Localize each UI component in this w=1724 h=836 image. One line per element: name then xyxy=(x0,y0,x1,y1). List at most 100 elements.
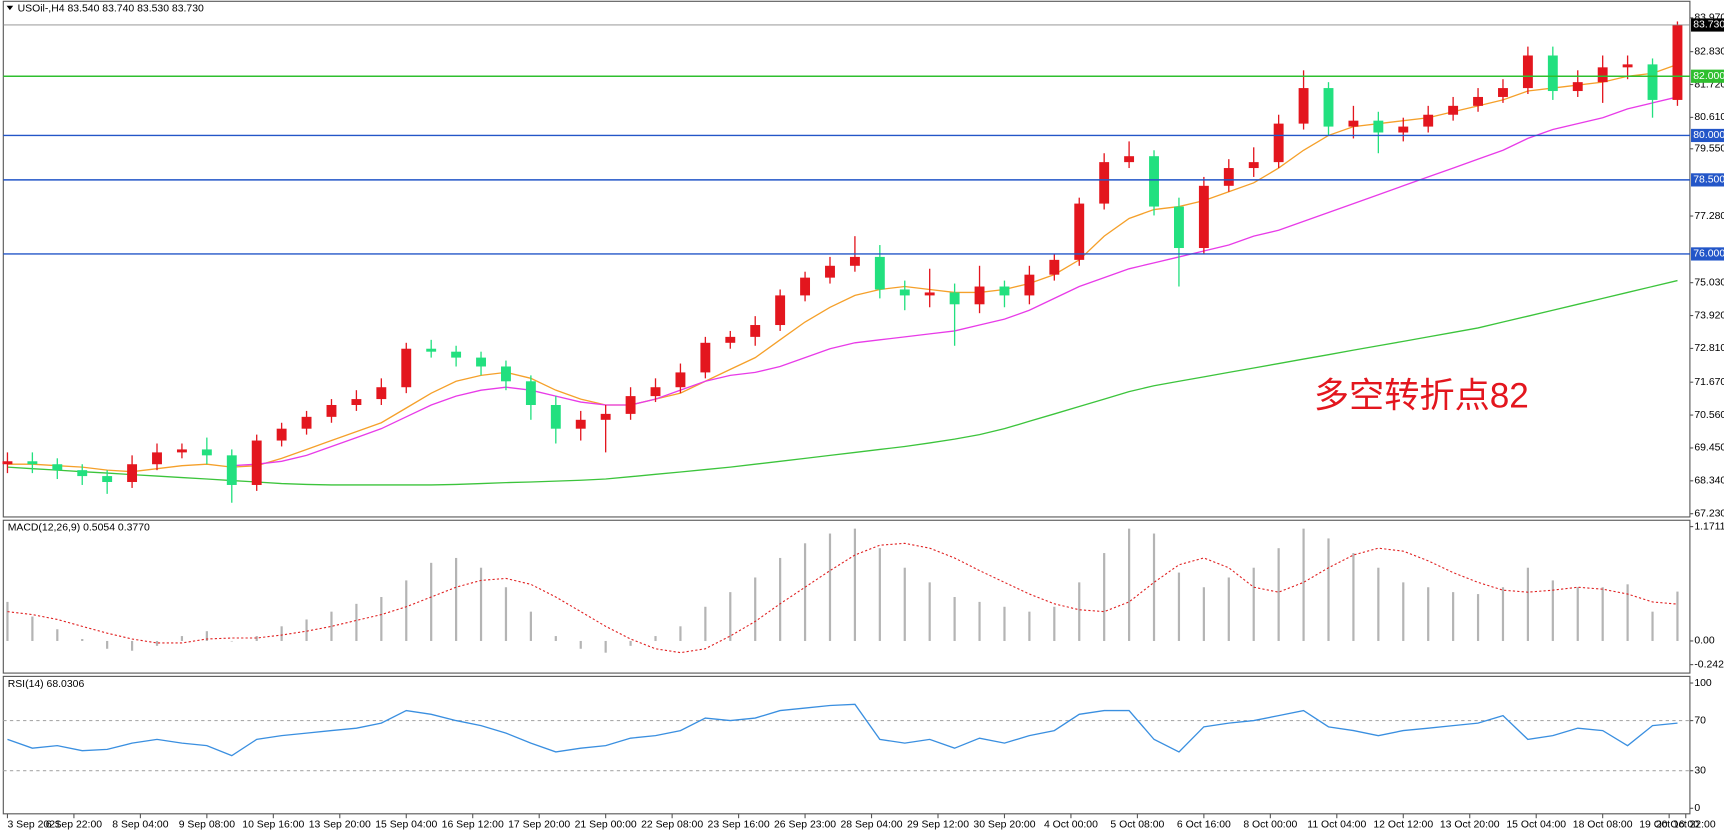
macd-bar xyxy=(1227,577,1230,641)
rsi-panel xyxy=(2,675,1691,815)
candle-body xyxy=(52,464,63,471)
y-tick-label: 100 xyxy=(1694,678,1712,689)
x-tick-label: 12 Oct 12:00 xyxy=(1373,820,1433,831)
macd-bar xyxy=(629,640,632,646)
y-tick-label: 75.030 xyxy=(1694,277,1724,288)
candle-body xyxy=(1473,96,1483,106)
macd-bar xyxy=(455,557,458,641)
candle-body xyxy=(1223,168,1234,186)
y-tick-label: 77.280 xyxy=(1694,211,1724,222)
candle-body xyxy=(700,342,711,373)
macd-bar xyxy=(554,636,557,641)
x-tick-label: 5 Oct 08:00 xyxy=(1110,820,1164,831)
y-tick-label: 70 xyxy=(1694,715,1706,726)
macd-bar xyxy=(1452,592,1455,641)
macd-bar xyxy=(754,577,757,641)
y-tick-label: 73.920 xyxy=(1694,310,1724,321)
macd-bar xyxy=(729,592,732,641)
macd-bar xyxy=(479,567,483,641)
candle-body xyxy=(501,366,511,382)
macd-bar xyxy=(828,533,832,641)
candle-body xyxy=(1572,82,1583,92)
y-tick-label: 71.670 xyxy=(1694,377,1724,388)
y-tick-label: 80.610 xyxy=(1694,112,1724,123)
macd-bar xyxy=(1651,611,1654,641)
x-tick-label: 4 Oct 00:00 xyxy=(1044,820,1098,831)
macd-bar xyxy=(1476,594,1480,641)
macd-bar xyxy=(529,611,532,641)
y-tick-label: 83.970 xyxy=(1694,13,1724,24)
x-tick-label: 13 Oct 20:00 xyxy=(1440,820,1500,831)
x-tick-label: 15 Sep 04:00 xyxy=(375,820,437,831)
candle-body xyxy=(2,461,13,465)
candle-body xyxy=(924,292,935,296)
moving-average xyxy=(7,279,1678,486)
y-tick-label: 69.450 xyxy=(1694,443,1724,454)
level-tag xyxy=(1691,173,1724,187)
macd-bar xyxy=(1152,533,1156,641)
macd-bar xyxy=(953,597,956,641)
candle-body xyxy=(725,336,736,343)
y-tick-label: 81.720 xyxy=(1694,79,1724,90)
candle-body xyxy=(1273,123,1284,163)
x-tick-label: 21 Sep 00:00 xyxy=(575,820,637,831)
macd-bar xyxy=(1402,582,1405,641)
candle-body xyxy=(800,277,811,296)
macd-bar xyxy=(1302,528,1305,641)
candle-body xyxy=(401,348,412,388)
last-price-label: 83.730 xyxy=(1693,20,1724,31)
candle-body xyxy=(226,455,237,485)
candle-body xyxy=(1099,162,1110,204)
macd-bar xyxy=(405,580,408,641)
macd-bar xyxy=(1501,587,1505,641)
x-tick-label: 20 Oct 22:00 xyxy=(1656,820,1716,831)
macd-bar xyxy=(6,601,9,641)
macd-bar xyxy=(380,597,383,641)
x-tick-label: 6 Sep 22:00 xyxy=(46,820,102,831)
level-tag xyxy=(1691,247,1724,261)
candle-body xyxy=(1074,203,1085,260)
y-tick-label: 79.550 xyxy=(1694,144,1724,155)
macd-bar xyxy=(430,562,433,641)
level-tag xyxy=(1691,69,1724,83)
candle-body xyxy=(999,286,1010,296)
x-tick-label: 9 Sep 08:00 xyxy=(179,820,235,831)
candle-body xyxy=(775,295,786,326)
candle-body xyxy=(1498,88,1508,97)
x-tick-label: 15 Oct 04:00 xyxy=(1506,820,1566,831)
macd-bar xyxy=(1003,606,1006,641)
macd-bar xyxy=(1626,584,1629,641)
macd-bar xyxy=(504,587,508,641)
macd-bar xyxy=(230,640,233,642)
candle-body xyxy=(1448,105,1459,115)
candle-body xyxy=(600,413,611,420)
candle-body xyxy=(575,419,586,429)
x-tick-label: 29 Sep 12:00 xyxy=(907,820,969,831)
candle-body xyxy=(750,325,761,337)
candle-body xyxy=(351,399,362,405)
macd-bar xyxy=(1127,528,1131,641)
macd-bar xyxy=(779,557,782,641)
candle-body xyxy=(376,387,387,400)
macd-bar xyxy=(1202,587,1205,641)
macd-bar xyxy=(903,567,906,641)
candle-body xyxy=(426,348,437,352)
candle-body xyxy=(1398,126,1409,133)
x-tick-label: 26 Sep 23:00 xyxy=(774,820,836,831)
x-tick-label: 8 Sep 04:00 xyxy=(112,820,168,831)
y-tick-label: -0.2424 xyxy=(1694,659,1724,670)
x-tick-label: 11 Oct 04:00 xyxy=(1307,820,1366,831)
macd-bar xyxy=(1676,591,1679,641)
candle-body xyxy=(974,286,985,305)
candle-body xyxy=(625,396,636,414)
macd-bar xyxy=(878,548,881,641)
candle-body xyxy=(650,387,661,397)
y-tick-label: 70.560 xyxy=(1694,410,1724,421)
macd-bar xyxy=(1327,538,1330,641)
x-tick-label: 18 Oct 08:00 xyxy=(1573,820,1633,831)
candle-body xyxy=(1149,156,1159,207)
rsi-title: RSI(14) 68.0306 xyxy=(8,679,85,690)
x-tick-label: 6 Oct 16:00 xyxy=(1177,820,1231,831)
